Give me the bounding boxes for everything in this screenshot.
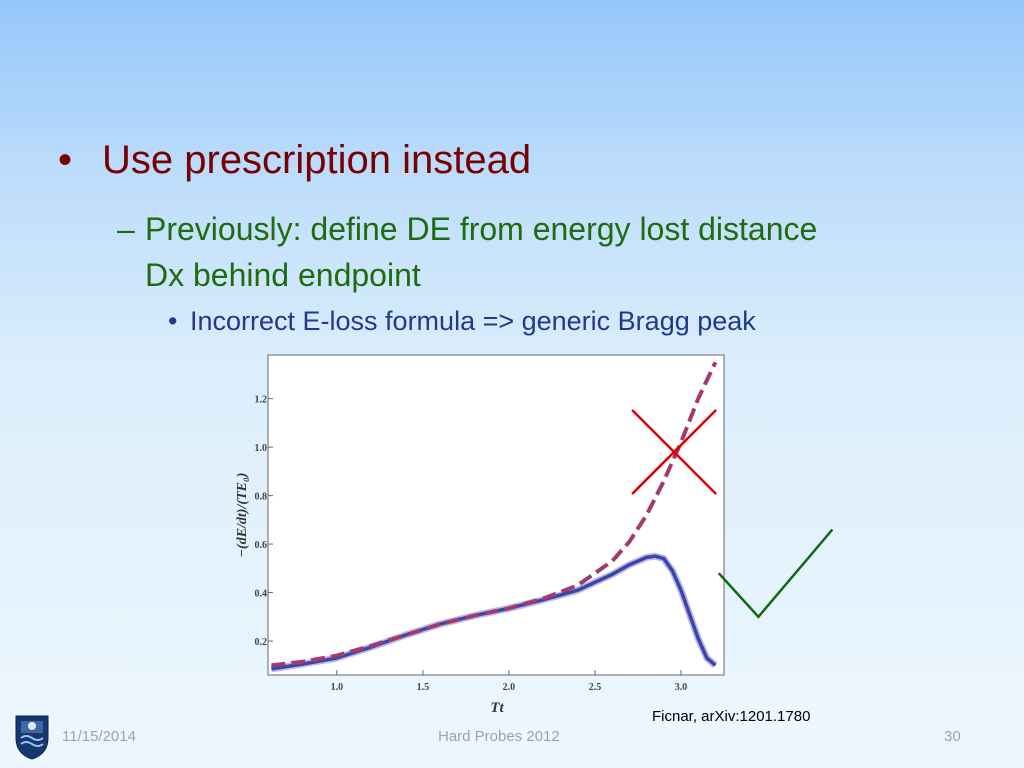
y-axis-label: −(dE/dt)/(TE₀) xyxy=(235,473,250,558)
bullet-text: Use prescription instead xyxy=(102,138,532,182)
bullet-text: Incorrect E-loss formula => generic Brag… xyxy=(190,306,756,336)
university-crest-icon xyxy=(15,715,49,760)
bullet-text: Previously: define DE from energy lost d… xyxy=(145,211,818,293)
y-tick-label: 0.8 xyxy=(255,492,268,503)
y-tick-label: 0.2 xyxy=(255,637,268,648)
series-layer xyxy=(270,361,718,673)
bullet-marker: • xyxy=(168,306,178,336)
x-tick-label: 1.5 xyxy=(417,682,430,693)
bullet-marker: – xyxy=(117,211,135,247)
x-tick-label: 2.5 xyxy=(589,682,602,693)
footer-title: Hard Probes 2012 xyxy=(438,728,560,745)
y-tick-label: 1.2 xyxy=(255,395,268,406)
x-axis-label: Tt xyxy=(490,700,504,716)
y-tick-label: 0.4 xyxy=(255,589,268,600)
x-tick-label: 3.0 xyxy=(675,682,688,693)
plot-frame xyxy=(267,354,725,676)
citation: Ficnar, arXiv:1201.1780 xyxy=(652,708,811,725)
annotation-layer xyxy=(631,409,834,619)
green-check-mark xyxy=(717,528,834,619)
y-tick-label: 1.0 xyxy=(255,443,268,454)
x-tick-label: 1.0 xyxy=(331,682,344,693)
y-axis-ticks: 0.2 0.4 0.6 0.8 1.0 1.2 xyxy=(255,395,273,648)
x-tick-label: 2.0 xyxy=(503,682,516,693)
series-line-dashed xyxy=(271,361,718,668)
footer-date: 11/15/2014 xyxy=(62,728,136,745)
y-tick-label: 0.6 xyxy=(255,540,268,551)
bullet-marker: • xyxy=(58,138,73,182)
slide-number: 30 xyxy=(944,728,961,745)
x-axis-ticks: 1.0 1.5 2.0 2.5 3.0 xyxy=(331,670,688,693)
red-cross-mark xyxy=(631,409,717,495)
